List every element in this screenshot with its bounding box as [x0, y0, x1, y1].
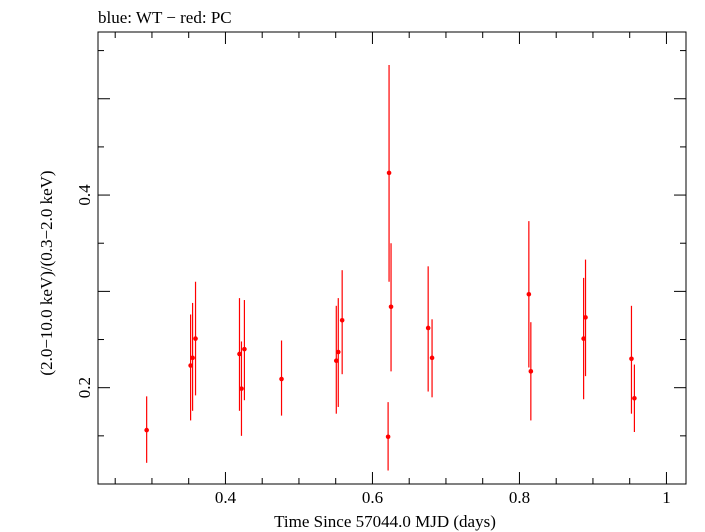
data-point — [335, 349, 341, 355]
x-tick-label: 0.4 — [215, 488, 237, 507]
data-point — [193, 336, 198, 341]
x-tick-label: 1 — [662, 488, 671, 507]
x-tick-label: 0.6 — [362, 488, 383, 507]
data-point — [528, 369, 534, 374]
x-axis-label: Time Since 57044.0 MJD (days) — [274, 512, 496, 531]
y-axis: 0.2 0.4 — [75, 50, 686, 485]
data-point — [242, 346, 247, 352]
y-axis-label: (2.0−10.0 keV)/(0.3−2.0 keV) — [37, 170, 56, 375]
data-point — [388, 304, 394, 310]
plot-frame — [97, 31, 687, 485]
data-point — [526, 291, 532, 297]
data-point — [632, 395, 637, 401]
x-tick-label: 0.8 — [509, 488, 530, 507]
data-point — [144, 427, 149, 433]
data-point — [339, 317, 345, 323]
data-point — [237, 351, 242, 357]
data-point — [581, 336, 586, 341]
data-point — [188, 363, 193, 368]
data-point — [429, 355, 435, 361]
data-point — [425, 325, 431, 331]
data-point — [583, 315, 588, 320]
data-point — [239, 386, 244, 391]
data-series — [144, 65, 637, 471]
x-axis: 0.4 0.6 0.8 1 — [114, 32, 671, 507]
data-point — [386, 170, 392, 176]
chart-title: blue: WT − red: PC — [98, 8, 232, 27]
data-point — [629, 356, 634, 362]
data-point — [385, 434, 391, 440]
y-tick-label: 0.2 — [75, 377, 94, 398]
y-tick-label: 0.4 — [75, 184, 94, 206]
data-point — [279, 376, 284, 382]
data-point — [333, 358, 339, 364]
data-point — [190, 355, 195, 361]
